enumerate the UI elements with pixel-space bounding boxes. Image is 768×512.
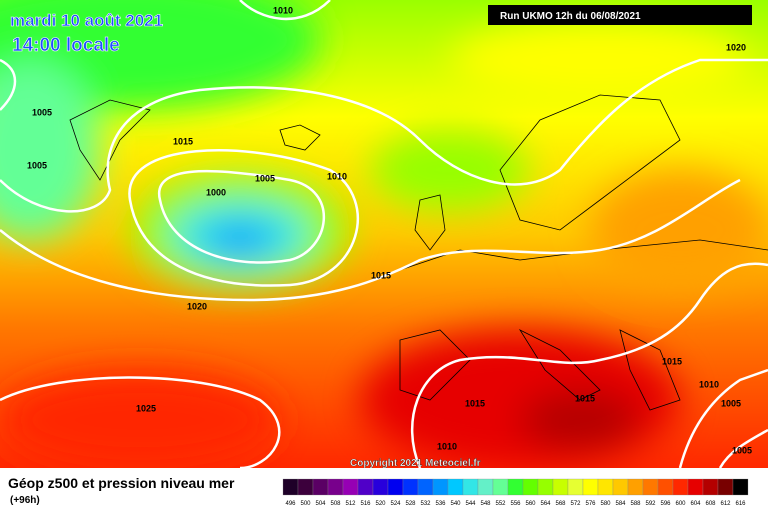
field-blobs xyxy=(0,0,768,468)
scale-swatch xyxy=(372,478,389,496)
scale-swatch xyxy=(507,478,524,496)
scale-label: 512 xyxy=(345,501,356,507)
isobar-label: 1020 xyxy=(187,301,207,311)
scale-swatch xyxy=(462,478,479,496)
scale-label: 552 xyxy=(495,501,506,507)
scale-swatch xyxy=(492,478,509,496)
scale-label: 536 xyxy=(435,501,446,507)
scale-label: 612 xyxy=(720,501,731,507)
isobar-label: 1005 xyxy=(721,398,741,408)
lead-time: (+96h) xyxy=(10,495,40,506)
isobar-label: 1005 xyxy=(27,160,47,170)
scale-label: 496 xyxy=(285,501,296,507)
scale-label: 548 xyxy=(480,501,491,507)
scale-label: 524 xyxy=(390,501,401,507)
scale-label: 560 xyxy=(525,501,536,507)
scale-label: 604 xyxy=(690,501,701,507)
scale-swatch xyxy=(447,478,464,496)
map: 1010 1020 1005 1015 1005 1000 1005 1010 … xyxy=(0,0,768,469)
scale-swatch xyxy=(282,478,299,496)
scale-label: 600 xyxy=(675,501,686,507)
scale-swatch xyxy=(357,478,374,496)
isobar-label: 1015 xyxy=(371,270,391,280)
isobar-label: 1025 xyxy=(136,403,156,413)
scale-label: 528 xyxy=(405,501,416,507)
legend-title: Géop z500 et pression niveau mer xyxy=(8,475,235,491)
scale-swatch xyxy=(537,478,554,496)
scale-label: 572 xyxy=(570,501,581,507)
scale-swatch xyxy=(687,478,704,496)
isobar-label: 1005 xyxy=(732,445,752,455)
scale-label: 580 xyxy=(600,501,611,507)
scale-swatch xyxy=(417,478,434,496)
scale-swatch xyxy=(672,478,689,496)
scale-label: 540 xyxy=(450,501,461,507)
scale-swatch xyxy=(627,478,644,496)
scale-swatch xyxy=(522,478,539,496)
isobars xyxy=(0,0,768,468)
scale-label: 564 xyxy=(540,501,551,507)
scale-swatch xyxy=(702,478,719,496)
scale-label: 520 xyxy=(375,501,386,507)
map-time: 14:00 locale xyxy=(12,35,120,56)
scale-swatch xyxy=(717,478,734,496)
isobar-label: 1020 xyxy=(726,42,746,52)
isobar-label: 1005 xyxy=(32,107,52,117)
scale-label: 544 xyxy=(465,501,476,507)
scale-swatch xyxy=(432,478,449,496)
scale-swatch xyxy=(312,478,329,496)
scale-swatch xyxy=(327,478,344,496)
isobar-label: 1010 xyxy=(327,171,347,181)
isobar-label: 1010 xyxy=(273,5,293,15)
scale-swatch xyxy=(642,478,659,496)
isobar-label: 1010 xyxy=(699,379,719,389)
scale-label: 592 xyxy=(645,501,656,507)
color-scale: 496 500 504 508 512 516 520 524 528 532 536 540 544 5… xyxy=(282,478,749,507)
scale-label: 596 xyxy=(660,501,671,507)
scale-label: 588 xyxy=(630,501,641,507)
scale-swatch xyxy=(582,478,599,496)
scale-swatch xyxy=(612,478,629,496)
map-date: mardi 10 août 2021 xyxy=(10,11,163,30)
scale-label: 500 xyxy=(300,501,311,507)
scale-label: 568 xyxy=(555,501,566,507)
scale-swatch xyxy=(732,478,749,496)
scale-swatch xyxy=(567,478,584,496)
isobar-labels: 1010 1020 1005 1015 1005 1000 1005 1010 … xyxy=(27,5,752,455)
isobar-label: 1010 xyxy=(437,441,457,451)
scale-swatch xyxy=(657,478,674,496)
scale-label: 608 xyxy=(705,501,716,507)
scale-label: 532 xyxy=(420,501,431,507)
run-label: Run UKMO 12h du 06/08/2021 xyxy=(500,11,641,22)
scale-swatch xyxy=(402,478,419,496)
isobar-label: 1015 xyxy=(575,393,595,403)
scale-swatch xyxy=(342,478,359,496)
isobar-label: 1005 xyxy=(255,173,275,183)
isobar-label: 1015 xyxy=(173,136,193,146)
scale-label: 556 xyxy=(510,501,521,507)
isobar-label: 1015 xyxy=(465,398,485,408)
scale-label: 516 xyxy=(360,501,371,507)
copyright: Copyright 2021 Meteociel.fr xyxy=(350,458,481,469)
scale-label: 584 xyxy=(615,501,626,507)
scale-swatch xyxy=(477,478,494,496)
scale-label: 616 xyxy=(735,501,746,507)
scale-swatch xyxy=(297,478,314,496)
scale-label: 576 xyxy=(585,501,596,507)
scale-label: 504 xyxy=(315,501,326,507)
isobar-label: 1000 xyxy=(206,187,226,197)
isobar-label: 1015 xyxy=(662,356,682,366)
scale-swatch xyxy=(387,478,404,496)
scale-swatch xyxy=(597,478,614,496)
run-box xyxy=(488,5,752,25)
scale-swatch xyxy=(552,478,569,496)
scale-label: 508 xyxy=(330,501,341,507)
